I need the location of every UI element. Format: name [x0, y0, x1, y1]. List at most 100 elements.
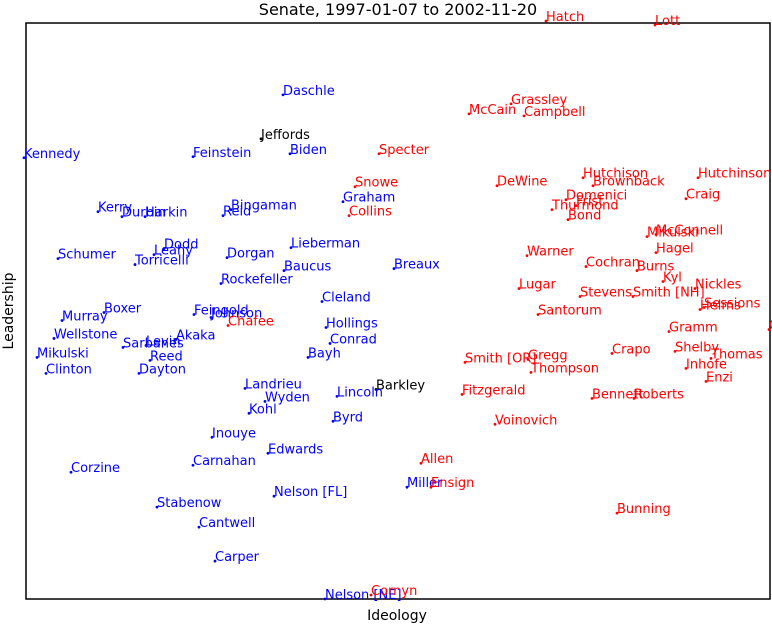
point-label: Bayh: [308, 346, 341, 361]
point-label: Sarbanes: [123, 336, 184, 351]
data-point: [419, 461, 423, 465]
point-label: Torricelli: [134, 254, 189, 269]
data-point: [693, 287, 697, 290]
point-label: Lott: [655, 14, 680, 29]
point-label: Cornyn: [371, 584, 417, 599]
point-label: Nelson [NE]: [325, 588, 402, 603]
point-label: Breaux: [394, 258, 440, 273]
point-label: Bennett: [592, 387, 644, 402]
point-label: Kennedy: [24, 147, 81, 162]
point-label: Fitzgerald: [462, 383, 526, 398]
point-label: Dayton: [139, 362, 186, 377]
data-point: [191, 463, 195, 467]
data-point: [209, 316, 213, 319]
point-label: Smith [NH]: [633, 286, 705, 301]
data-point: [653, 23, 657, 27]
data-point: [392, 267, 396, 270]
point-label: Wyden: [265, 390, 310, 405]
data-point: [323, 597, 327, 601]
data-point: [197, 525, 201, 529]
point-label: Feinstein: [193, 146, 251, 161]
data-point: [684, 367, 688, 370]
data-point: [60, 319, 64, 322]
point-label: Helms: [700, 299, 741, 314]
data-point: [460, 392, 464, 396]
data-point: [335, 394, 339, 398]
data-point: [289, 246, 293, 250]
point-label: Johnson: [210, 306, 262, 321]
point-label: Miller: [407, 476, 443, 491]
data-point: [162, 247, 166, 251]
data-point: [591, 184, 595, 188]
point-label: Jeffords: [260, 128, 310, 143]
data-point: [667, 330, 671, 333]
data-point: [121, 346, 125, 349]
data-point: [213, 559, 217, 563]
data-point: [174, 338, 178, 341]
data-point: [247, 411, 251, 415]
point-label: Nickles: [695, 278, 742, 293]
point-label: Landrieu: [245, 377, 302, 392]
data-point: [148, 359, 152, 362]
point-label: Mikulski: [37, 346, 89, 361]
data-point: [709, 357, 713, 360]
data-point: [529, 370, 533, 374]
data-point: [696, 176, 700, 180]
point-label: Bunning: [617, 502, 671, 517]
point-label: Cantwell: [199, 516, 255, 531]
point-label: Rockefeller: [221, 273, 293, 288]
chart-title: Senate, 1997-01-07 to 2002-11-20: [259, 0, 537, 19]
point-label: Edwards: [268, 442, 323, 457]
point-label: Brownback: [593, 175, 665, 190]
point-label: Stevens: [580, 286, 632, 301]
point-label: Daschle: [283, 84, 335, 99]
point-label: Cleland: [322, 291, 371, 306]
data-point: [574, 204, 578, 208]
data-point: [229, 208, 233, 212]
data-point: [35, 356, 39, 359]
data-point: [347, 214, 351, 218]
point-label: Inouye: [212, 426, 256, 441]
data-point: [654, 251, 658, 255]
point-label: Grassley: [511, 93, 568, 108]
data-point: [288, 152, 292, 156]
data-point: [635, 269, 639, 272]
point-label: Shelby: [675, 340, 719, 355]
y-axis-label: Leadership: [1, 272, 17, 349]
data-point: [341, 200, 345, 204]
data-point: [495, 184, 499, 188]
point-label: Corzine: [71, 461, 120, 476]
data-point: [266, 451, 270, 455]
data-point: [282, 269, 286, 272]
point-label: Barkley: [376, 378, 425, 393]
data-point: [610, 352, 614, 355]
point-label: Roberts: [634, 387, 684, 402]
point-label: Chafee: [228, 314, 274, 329]
point-label: Bond: [568, 209, 601, 224]
data-point: [493, 422, 497, 426]
point-label: Lugar: [519, 278, 556, 293]
point-label: Carper: [215, 550, 260, 565]
point-label: Stabenow: [157, 496, 222, 511]
point-label: Enzi: [706, 370, 733, 385]
data-point: [522, 114, 526, 118]
point-label: Baucus: [284, 260, 332, 275]
point-label: Gregg: [528, 348, 568, 363]
point-label: Voinovich: [495, 413, 557, 428]
data-point: [536, 313, 540, 316]
data-point: [684, 197, 688, 201]
point-label: Lincoln: [337, 385, 383, 400]
data-point: [22, 156, 26, 160]
point-label: McCain: [469, 103, 516, 118]
point-label: Warner: [527, 245, 574, 260]
point-label: Hollings: [326, 316, 378, 331]
point-label: Akaka: [176, 328, 215, 343]
point-label: Smith [OR]: [465, 351, 536, 366]
x-axis-label: Ideology: [367, 608, 427, 624]
point-label: Clinton: [46, 362, 92, 377]
point-label: Crapo: [612, 342, 651, 357]
data-point: [221, 214, 225, 218]
point-label: DeWine: [497, 175, 547, 190]
